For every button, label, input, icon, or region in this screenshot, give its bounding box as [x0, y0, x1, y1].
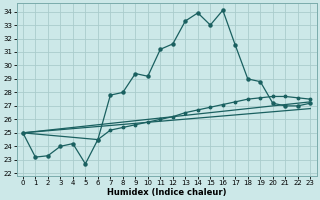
- X-axis label: Humidex (Indice chaleur): Humidex (Indice chaleur): [107, 188, 226, 197]
